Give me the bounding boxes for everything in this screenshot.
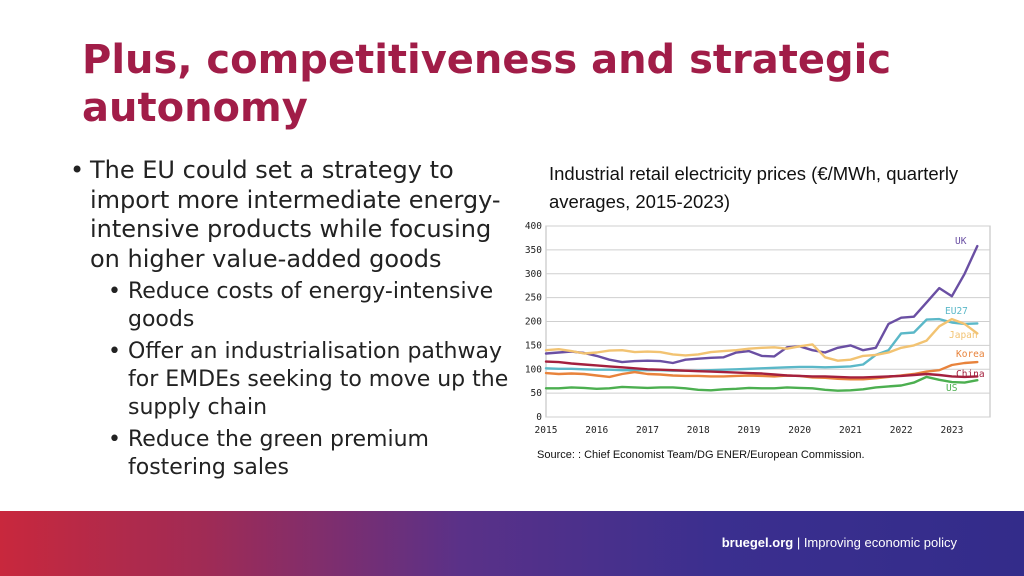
sub-bullet-text: Reduce costs of energy-intensive goods (128, 279, 494, 332)
footer-text: bruegel.org | Improving economic policy (722, 535, 957, 550)
bullet-dot: • (108, 339, 121, 364)
x-tick-label: 2018 (687, 425, 710, 436)
x-tick-label: 2021 (839, 425, 862, 436)
series-line-china (544, 360, 979, 379)
bullet-dot: • (108, 279, 121, 304)
chart-source: Source: : Chief Economist Team/DG ENER/E… (537, 449, 865, 461)
sub-bullet-text: Offer an industrialisation pathway for E… (128, 339, 509, 420)
y-tick-label: 400 (525, 221, 542, 232)
footer-site-link[interactable]: bruegel.org (721, 535, 794, 550)
series-line-us (544, 375, 979, 392)
sub-bullet-text: Reduce the green premium fostering sales (128, 427, 429, 480)
x-tick-label: 2015 (535, 425, 558, 436)
y-tick-label: 0 (536, 412, 542, 423)
y-tick-label: 200 (525, 317, 542, 328)
x-tick-label: 2016 (585, 425, 608, 436)
sub-bullet-3: • Reduce the green premium fostering sal… (108, 426, 510, 482)
y-tick-label: 50 (531, 388, 543, 399)
x-tick-label: 2023 (940, 425, 963, 436)
bullet-dot: • (70, 156, 85, 184)
sub-bullet-2: • Offer an industrialisation pathway for… (108, 338, 510, 422)
bullet-main: • The EU could set a strategy to import … (70, 156, 510, 274)
bullet-dot: • (108, 427, 121, 452)
x-tick-label: 2019 (738, 425, 761, 436)
slide-title: Plus, competitiveness and strategic auto… (82, 37, 892, 131)
electricity-price-chart: 0 50 100 150 200 250 300 350 400 2015 2016 2017 2018… (525, 221, 991, 436)
y-tick-label: 100 (525, 364, 542, 375)
source-text: : Chief Economist Team/DG ENER/European … (577, 449, 865, 461)
series-label-uk: UK (955, 236, 967, 247)
footer-separator: | (793, 535, 804, 550)
y-tick-label: 250 (525, 293, 542, 304)
footer-bar: bruegel.org | Improving economic policy (0, 511, 1024, 576)
x-tick-label: 2022 (890, 425, 913, 436)
series-label-korea: Korea (956, 349, 985, 360)
bullet-list: • The EU could set a strategy to import … (70, 156, 510, 482)
series-line-japan (544, 317, 979, 362)
series-line-eu27 (544, 317, 979, 372)
x-tick-label: 2020 (788, 425, 811, 436)
series-label-china: China (956, 369, 985, 380)
series-label-us: US (946, 383, 958, 394)
y-tick-label: 350 (525, 245, 542, 256)
footer-tagline: Improving economic policy (803, 535, 957, 550)
bullet-main-text: The EU could set a strategy to import mo… (90, 156, 501, 273)
series-label-eu27: EU27 (945, 306, 968, 317)
source-label: Source: (537, 449, 575, 461)
sub-bullet-1: • Reduce costs of energy-intensive goods (108, 278, 510, 334)
series-line-uk (544, 244, 979, 365)
x-tick-label: 2017 (636, 425, 659, 436)
y-tick-label: 150 (525, 340, 542, 351)
series-label-japan: Japan (949, 330, 978, 341)
y-tick-label: 300 (525, 269, 542, 280)
chart-caption: Industrial retail electricity prices (€/… (549, 163, 959, 212)
